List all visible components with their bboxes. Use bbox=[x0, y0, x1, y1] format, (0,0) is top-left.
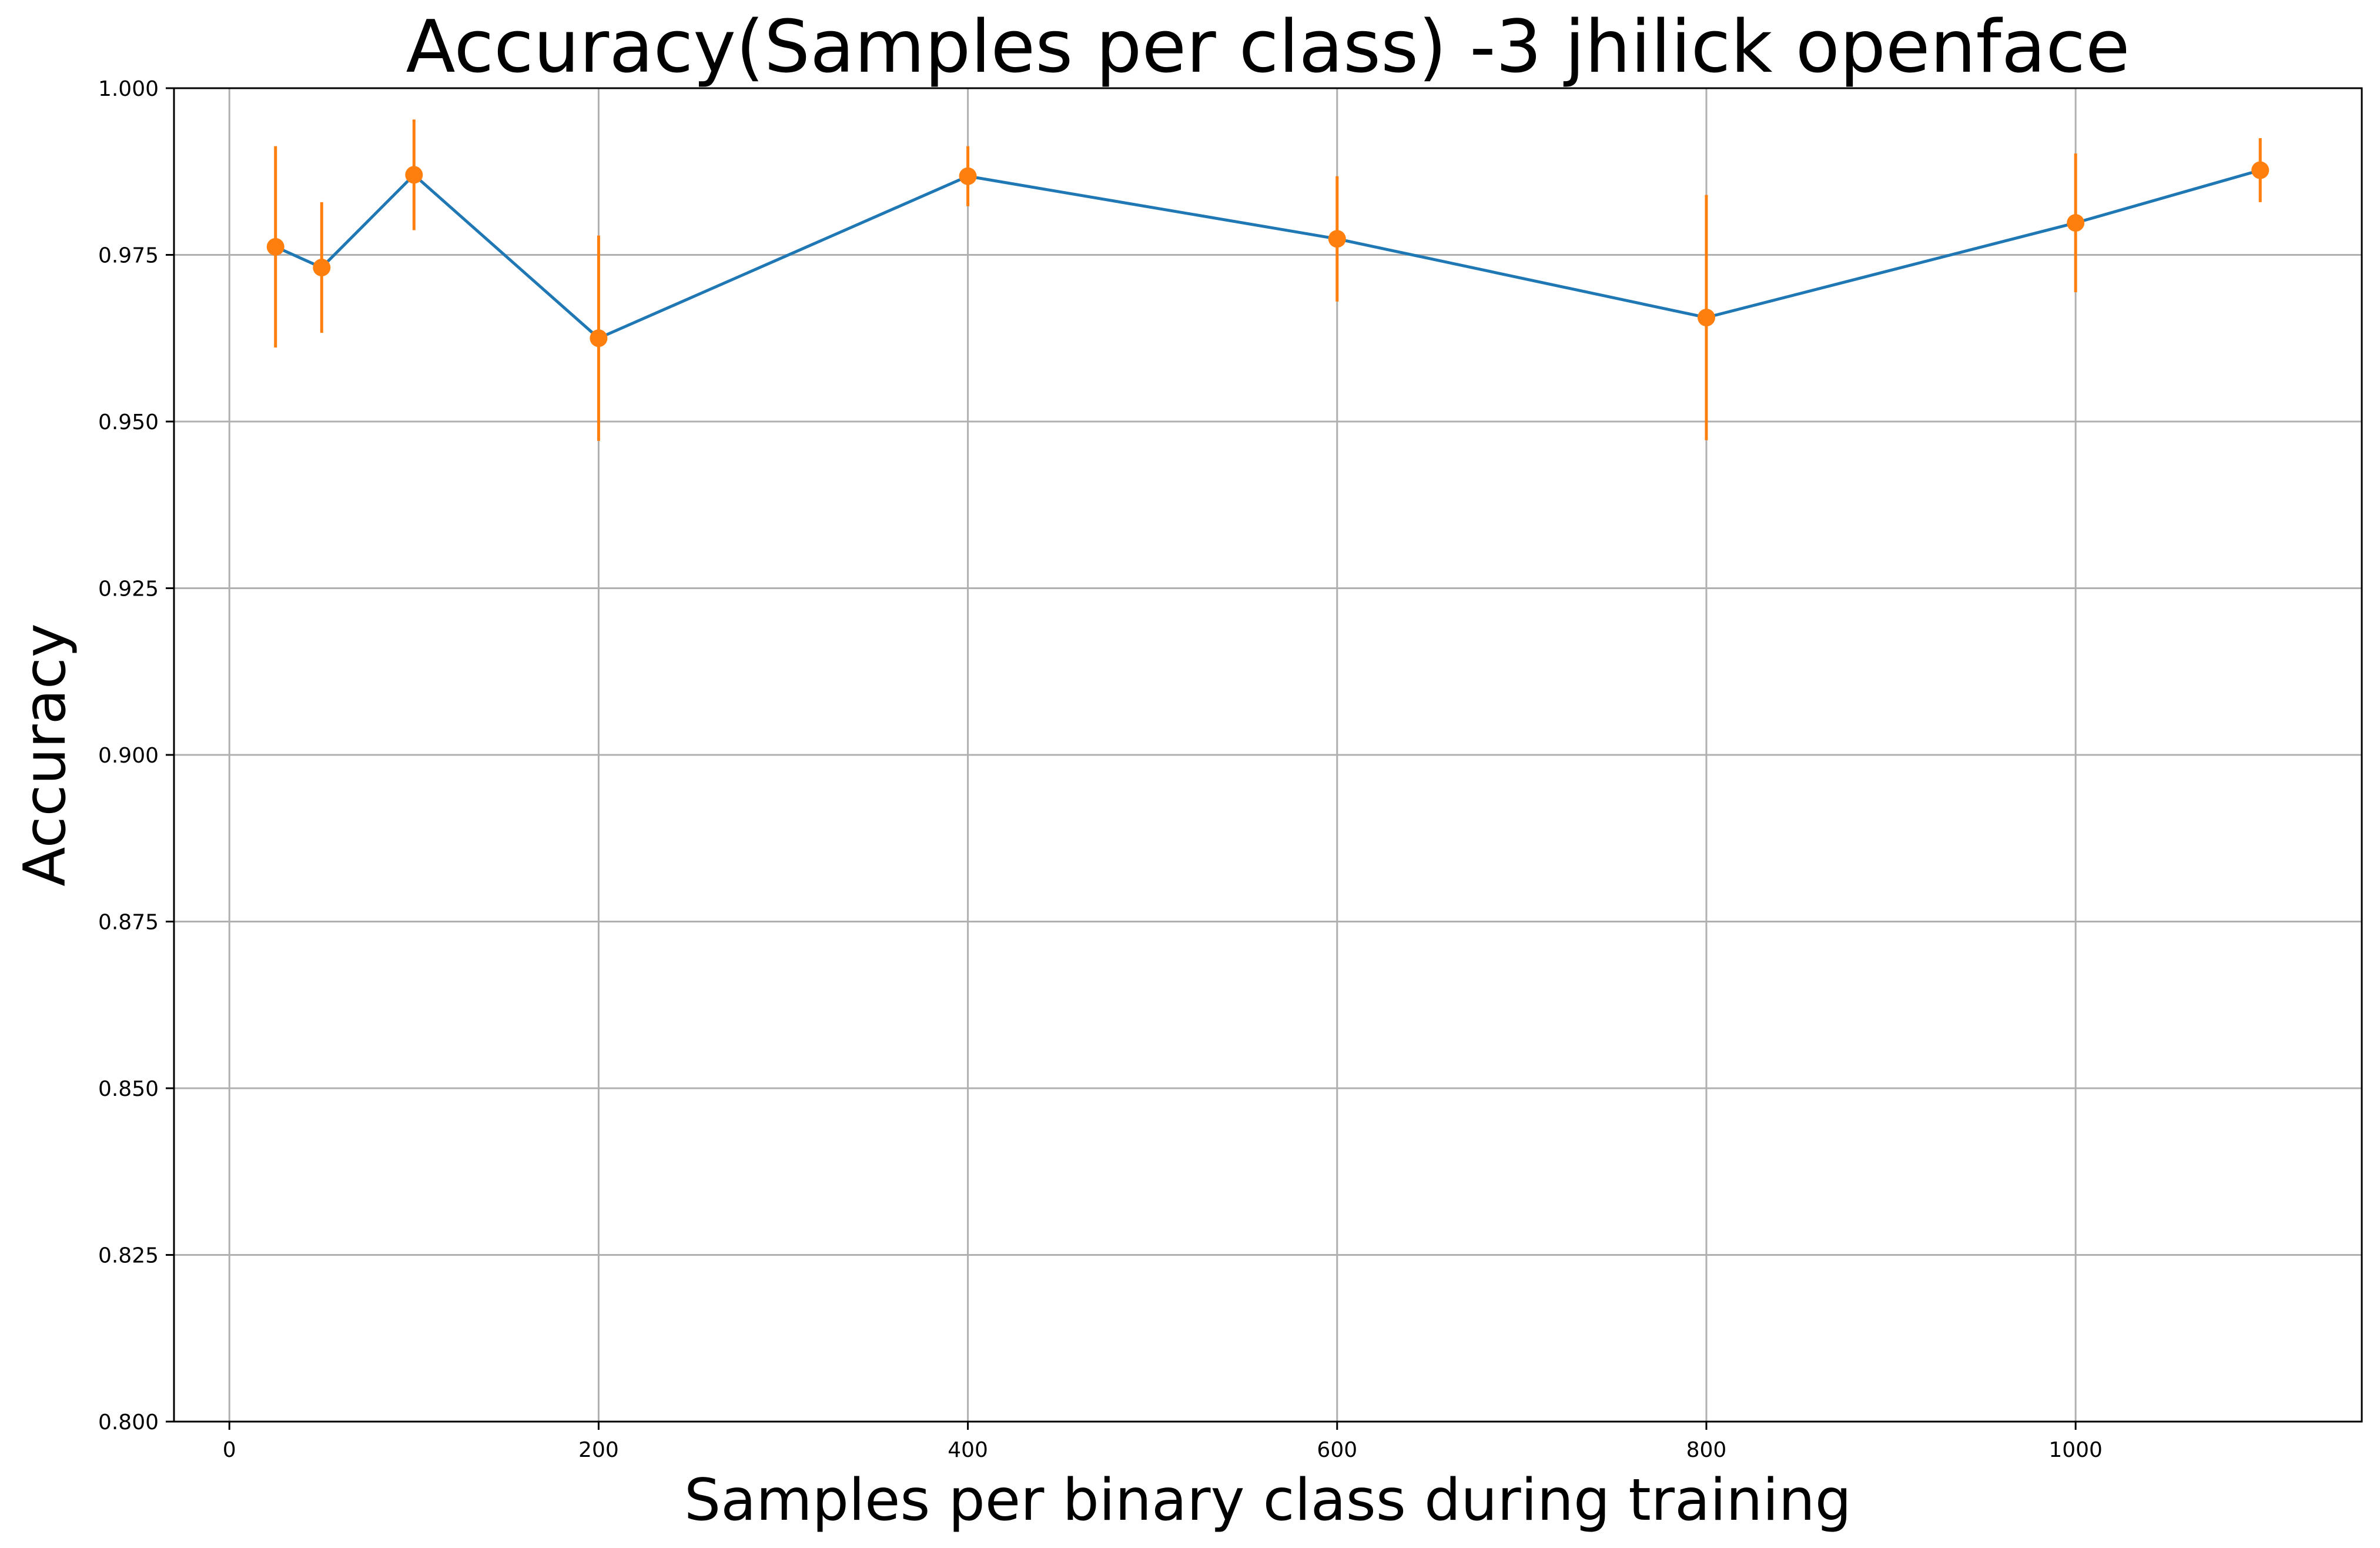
axis-ticks: 0 200 400 600 800 1000 0.800 0.825 0.850 0.875 0.9… bbox=[98, 77, 2103, 1462]
x-tick-label: 400 bbox=[948, 1438, 988, 1462]
y-tick-label: 0.850 bbox=[98, 1077, 159, 1101]
x-tick-label: 200 bbox=[578, 1438, 619, 1462]
y-axis-label: Accuracy bbox=[12, 623, 79, 886]
data-point bbox=[959, 167, 977, 185]
x-tick-label: 1000 bbox=[2048, 1438, 2103, 1462]
data-point bbox=[313, 259, 331, 277]
series-layer bbox=[266, 119, 2269, 441]
data-point bbox=[266, 238, 284, 256]
y-tick-label: 0.900 bbox=[98, 744, 159, 768]
chart-title: Accuracy(Samples per class) -3 jhilick o… bbox=[406, 5, 2130, 89]
data-point bbox=[1328, 230, 1346, 248]
data-point bbox=[2067, 214, 2085, 232]
data-point bbox=[590, 329, 608, 347]
x-tick-label: 600 bbox=[1317, 1438, 1357, 1462]
data-point bbox=[405, 166, 423, 184]
y-tick-label: 0.800 bbox=[98, 1410, 159, 1435]
data-point bbox=[2251, 161, 2269, 179]
y-tick-label: 1.000 bbox=[98, 77, 159, 101]
data-point bbox=[1697, 309, 1715, 327]
y-tick-label: 0.925 bbox=[98, 577, 159, 601]
x-tick-label: 0 bbox=[223, 1438, 236, 1462]
y-tick-label: 0.825 bbox=[98, 1244, 159, 1268]
x-tick-label: 800 bbox=[1686, 1438, 1727, 1462]
y-tick-label: 0.875 bbox=[98, 911, 159, 935]
y-tick-label: 0.975 bbox=[98, 244, 159, 268]
x-axis-label: Samples per binary class during training bbox=[684, 1467, 1852, 1534]
y-tick-label: 0.950 bbox=[98, 410, 159, 434]
